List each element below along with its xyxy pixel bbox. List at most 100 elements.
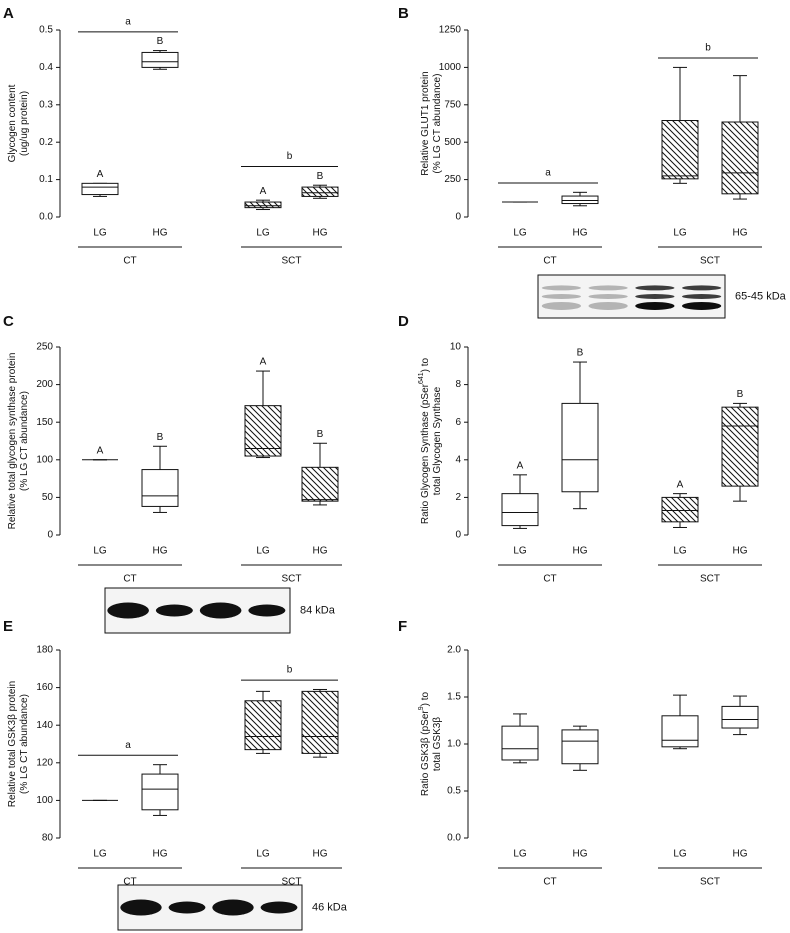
y-axis-label: (% LG CT abundance) (19, 391, 30, 491)
y-tick-label: 0.4 (39, 62, 53, 73)
blot-band (248, 604, 286, 617)
y-tick-label: 0.5 (39, 25, 53, 36)
x-tick-label: LG (256, 849, 270, 860)
box (301, 186, 339, 197)
x-tick-label: LG (673, 849, 687, 860)
group-label: SCT (700, 877, 720, 888)
box (501, 493, 539, 527)
group-label: SCT (700, 574, 720, 585)
y-axis-label: Relative total glycogen synthase protein (7, 353, 18, 530)
y-tick-label: 160 (36, 682, 53, 693)
blot-band (681, 301, 722, 310)
blot-band (635, 301, 675, 310)
y-tick-label: 0.1 (39, 174, 53, 185)
group-label: SCT (282, 256, 302, 267)
x-tick-label: HG (733, 849, 748, 860)
y-tick-label: 80 (42, 833, 54, 844)
panel-letter: D (398, 313, 409, 330)
panel-letter: A (3, 5, 14, 22)
y-axis-label-part: ) to (420, 691, 431, 706)
blot-band (107, 602, 149, 619)
y-axis-label: (% LG CT abundance) (432, 74, 443, 174)
y-tick-label: 0.2 (39, 137, 53, 148)
group-label: SCT (700, 256, 720, 267)
y-tick-label: 1.5 (447, 692, 461, 703)
panel-letter: B (398, 5, 409, 22)
x-tick-label: LG (256, 228, 270, 239)
x-tick-label: HG (573, 228, 588, 239)
x-tick-label: LG (673, 228, 687, 239)
y-tick-label: 0.0 (39, 212, 53, 223)
box-letter: A (677, 479, 684, 490)
blot-band (588, 301, 628, 310)
blot-band (155, 604, 193, 617)
y-tick-label: 200 (36, 379, 53, 390)
blot-band (260, 901, 298, 914)
x-tick-label: HG (313, 546, 328, 557)
y-axis-label-part: (% LG CT abundance) (19, 391, 30, 491)
panel-letter: F (398, 618, 407, 635)
blot-label: 65-45 kDa (735, 290, 787, 302)
y-tick-label: 100 (36, 454, 53, 465)
y-axis-label: (ug/ug protein) (19, 91, 30, 156)
blot-band (541, 294, 582, 299)
box (661, 120, 699, 180)
x-tick-label: LG (513, 228, 527, 239)
box (561, 402, 599, 493)
significance-letter: b (287, 151, 293, 162)
box-letter: B (577, 348, 584, 359)
y-tick-label: 100 (36, 795, 53, 806)
blot-label: 84 kDa (300, 604, 336, 616)
significance-letter: a (125, 17, 131, 28)
y-tick-label: 1000 (439, 62, 462, 73)
y-axis-label-part: (ug/ug protein) (19, 91, 30, 156)
y-tick-label: 750 (444, 99, 461, 110)
y-axis-label-part: Relative GLUT1 protein (420, 71, 431, 176)
y-axis-label-part: (% LG CT abundance) (19, 694, 30, 794)
x-tick-label: HG (313, 849, 328, 860)
box (501, 725, 539, 761)
x-tick-label: HG (733, 546, 748, 557)
box (244, 405, 282, 457)
x-tick-label: LG (513, 849, 527, 860)
x-tick-label: LG (256, 546, 270, 557)
box (661, 715, 699, 748)
y-axis-label-part: Glycogen content (7, 84, 18, 162)
box-letter: A (97, 445, 104, 456)
box (141, 773, 179, 811)
y-tick-label: 150 (36, 417, 53, 428)
box (661, 496, 699, 523)
blot-band (588, 285, 628, 291)
y-axis-label: total Glycogen Synthase (432, 386, 443, 495)
group-label: CT (543, 574, 556, 585)
y-tick-label: 0.5 (447, 786, 461, 797)
y-axis-label: Glycogen content (7, 84, 18, 162)
y-tick-label: 0 (47, 530, 53, 541)
y-axis-label: Ratio GSK3β (pSer9) to (418, 691, 430, 796)
y-axis-label-part: (% LG CT abundance) (432, 74, 443, 174)
blot-band (635, 294, 675, 299)
group-label: CT (123, 877, 136, 888)
x-tick-label: HG (153, 546, 168, 557)
box-letter: B (317, 429, 324, 440)
box (141, 51, 179, 68)
group-label: CT (123, 574, 136, 585)
blot-band (635, 285, 675, 291)
box (81, 182, 119, 196)
blot-band (541, 285, 582, 291)
group-label: SCT (282, 877, 302, 888)
box (301, 690, 339, 754)
y-tick-label: 2.0 (447, 645, 461, 656)
significance-letter: b (705, 43, 711, 54)
panel-letter: C (3, 313, 14, 330)
box-letter: A (260, 186, 267, 197)
y-tick-label: 180 (36, 645, 53, 656)
x-tick-label: HG (153, 228, 168, 239)
blot-label: 46 kDa (312, 901, 348, 913)
box-letter: B (317, 171, 324, 182)
blot-band (681, 294, 722, 299)
box (721, 406, 759, 487)
box-letter: A (97, 169, 104, 180)
x-tick-label: LG (93, 849, 107, 860)
group-label: CT (123, 256, 136, 267)
